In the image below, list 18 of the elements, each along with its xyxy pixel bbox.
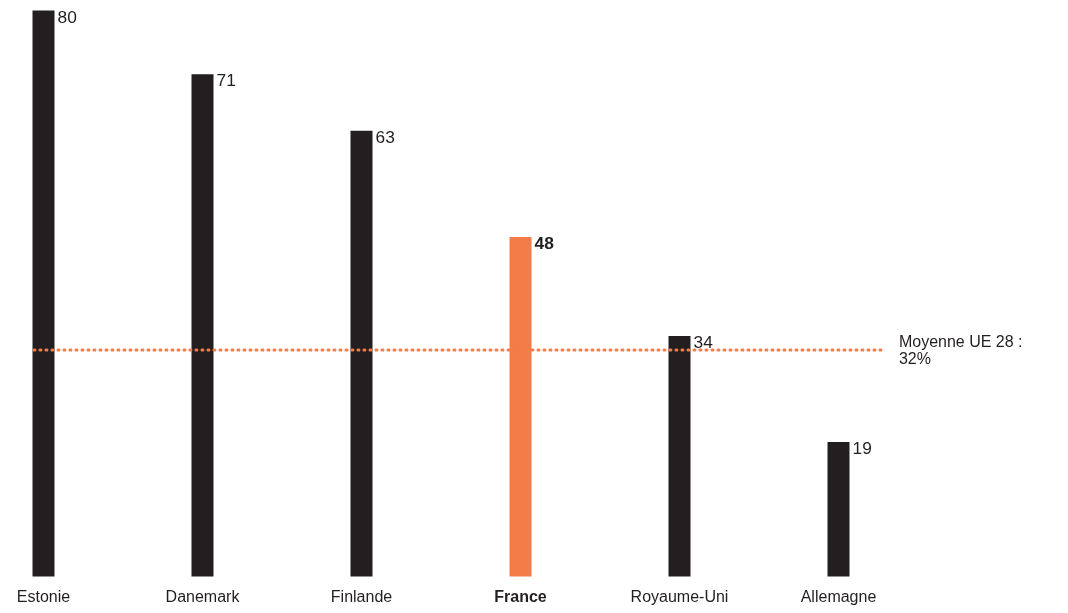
x-tick-label: Royaume-Uni bbox=[630, 588, 729, 605]
x-tick-label: Allemagne bbox=[800, 588, 877, 605]
bar bbox=[191, 74, 214, 577]
data-label: 80 bbox=[57, 6, 77, 27]
bar bbox=[827, 442, 850, 577]
x-tick-label: Danemark bbox=[165, 588, 241, 605]
x-tick-label: France bbox=[494, 588, 547, 605]
data-label: 34 bbox=[693, 331, 714, 352]
bar bbox=[32, 10, 55, 577]
data-label: 48 bbox=[534, 232, 555, 253]
bar bbox=[668, 335, 691, 577]
data-label: 19 bbox=[852, 438, 872, 459]
data-label: 71 bbox=[216, 70, 236, 91]
x-tick-label: Estonie bbox=[16, 588, 71, 605]
x-tick-label: Finlande bbox=[330, 588, 393, 605]
data-label: 63 bbox=[375, 126, 395, 147]
bar bbox=[350, 130, 373, 577]
ref-line-label: Moyenne UE 28 : 32% bbox=[898, 333, 1023, 368]
